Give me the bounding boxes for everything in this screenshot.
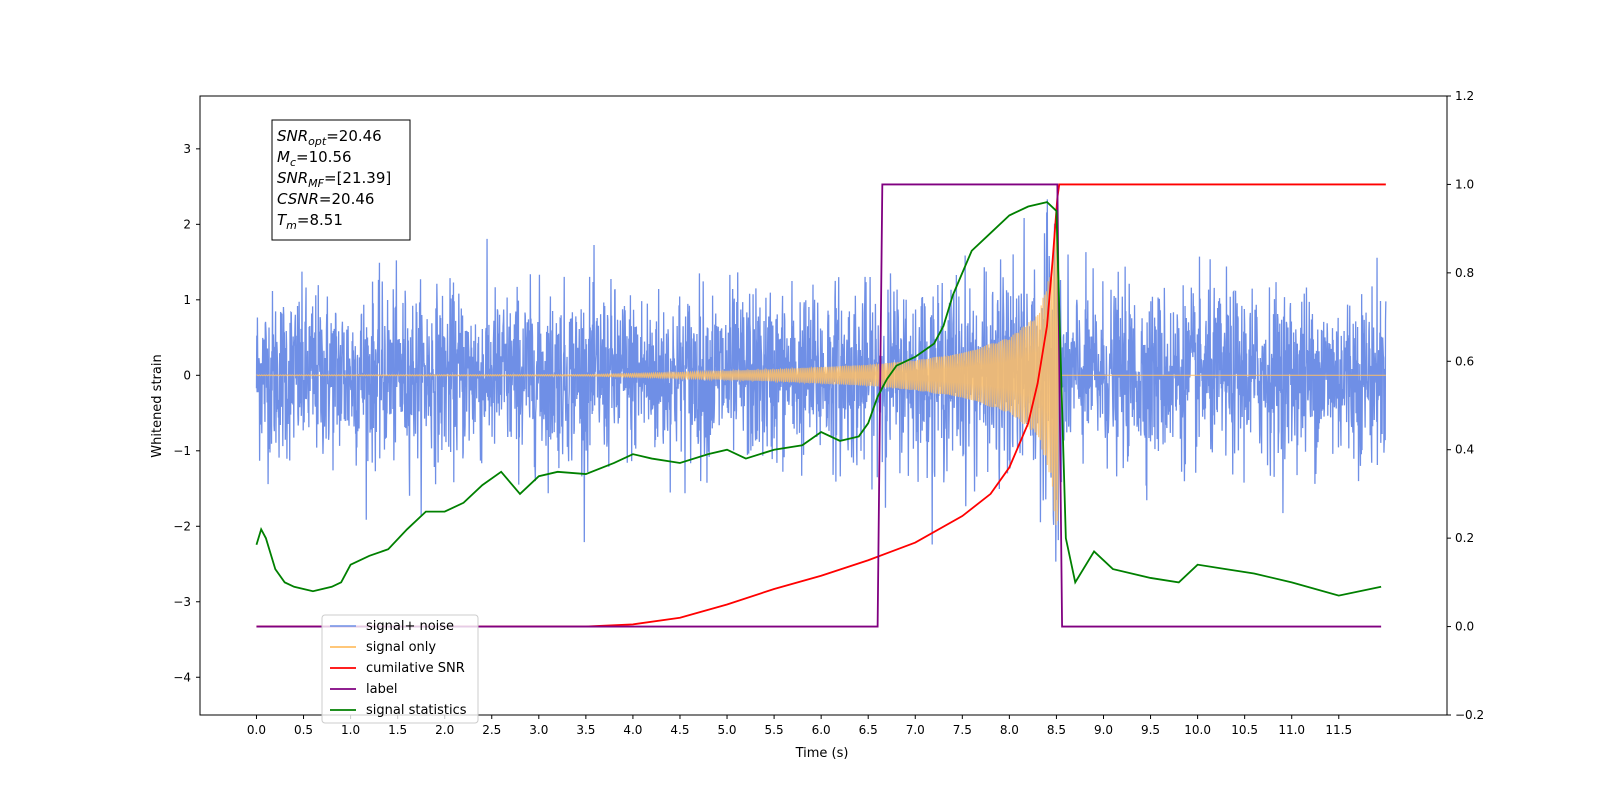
x-tick-label: 9.0 <box>1094 723 1113 737</box>
legend-frame <box>321 614 479 724</box>
x-tick-label: 1.5 <box>388 723 407 737</box>
series-cumulative-snr <box>256 183 1386 628</box>
y2-axis-ticks: 1.2 1.0 0.8 0.6 0.4 0.2 0.0 −0.2 <box>1447 89 1484 722</box>
x-tick-label: 7.0 <box>906 723 925 737</box>
annotation-line: Mc=10.56 <box>277 148 352 169</box>
x-tick-label: 3.0 <box>529 723 548 737</box>
y-axis-label: Whitened strain <box>150 354 165 457</box>
y2-tick-label: 0.2 <box>1455 531 1474 545</box>
series-label <box>256 183 1382 628</box>
x-tick-label: 0.5 <box>294 723 313 737</box>
x-tick-label: 5.5 <box>765 723 784 737</box>
legend-label: label <box>366 682 397 697</box>
legend-label: signal only <box>366 640 436 655</box>
legend-label: signal+ noise <box>366 619 454 634</box>
series-signal-only <box>256 220 1386 526</box>
x-tick-label: 7.5 <box>953 723 972 737</box>
y2-tick-label: 0.4 <box>1455 443 1474 457</box>
x-tick-label: 0.0 <box>247 723 266 737</box>
y-tick-label: −2 <box>173 519 191 533</box>
x-tick-label: 1.0 <box>341 723 360 737</box>
legend-label: cumilative SNR <box>366 661 465 676</box>
x-tick-label: 3.5 <box>576 723 595 737</box>
annotation-line: SNRopt=20.46 <box>277 127 382 148</box>
x-tick-label: 11.0 <box>1278 723 1305 737</box>
y2-tick-label: 1.0 <box>1455 177 1474 191</box>
series-signal-statistics <box>255 201 1382 597</box>
y-tick-label: 3 <box>183 142 191 156</box>
y-tick-label: −4 <box>173 670 191 684</box>
y-tick-label: −3 <box>173 595 191 609</box>
x-tick-label: 9.5 <box>1141 723 1160 737</box>
annotation-box: SNRopt=20.46Mc=10.56SNRMF=[21.39]CSNR=20… <box>271 119 411 241</box>
y-tick-label: 1 <box>183 293 191 307</box>
x-tick-label: 4.5 <box>670 723 689 737</box>
annotation-line: SNRMF=[21.39] <box>277 169 391 190</box>
x-tick-label: 4.0 <box>623 723 642 737</box>
y-tick-label: 2 <box>183 217 191 231</box>
legend-label: signal statistics <box>366 703 467 718</box>
annotation-line: Tm=8.51 <box>277 211 343 232</box>
x-tick-label: 10.5 <box>1231 723 1258 737</box>
x-tick-label: 8.0 <box>1000 723 1019 737</box>
x-tick-label: 6.5 <box>859 723 878 737</box>
y2-tick-label: 0.0 <box>1455 620 1474 634</box>
x-axis-ticks: 0.0 0.5 1.0 1.5 2.0 2.5 3.0 3.5 4.0 4.5 5.0 5.5 6.0 6… <box>247 715 1352 737</box>
y-tick-label: −1 <box>173 444 191 458</box>
y-tick-label: 0 <box>183 368 191 382</box>
x-tick-label: 6.0 <box>812 723 831 737</box>
y2-tick-label: 0.8 <box>1455 266 1474 280</box>
x-tick-label: 2.5 <box>482 723 501 737</box>
annotation-line: CSNR=20.46 <box>277 190 374 208</box>
x-tick-label: 2.0 <box>435 723 454 737</box>
y-axis-ticks: 3 2 1 0 −1 −2 −3 −4 <box>173 142 200 684</box>
x-tick-label: 8.5 <box>1047 723 1066 737</box>
y2-tick-label: 0.6 <box>1455 354 1474 368</box>
y2-tick-label: −0.2 <box>1455 708 1484 722</box>
annotation-frame <box>271 119 411 241</box>
plot-frame <box>199 95 1448 716</box>
x-axis-label: Time (s) <box>795 746 849 761</box>
x-tick-label: 10.0 <box>1184 723 1211 737</box>
series-layer <box>255 183 1387 628</box>
x-tick-label: 5.0 <box>717 723 736 737</box>
x-tick-label: 11.5 <box>1325 723 1352 737</box>
legend: signal+ noise signal only cumilative SNR la… <box>321 614 479 724</box>
y2-tick-label: 1.2 <box>1455 89 1474 103</box>
